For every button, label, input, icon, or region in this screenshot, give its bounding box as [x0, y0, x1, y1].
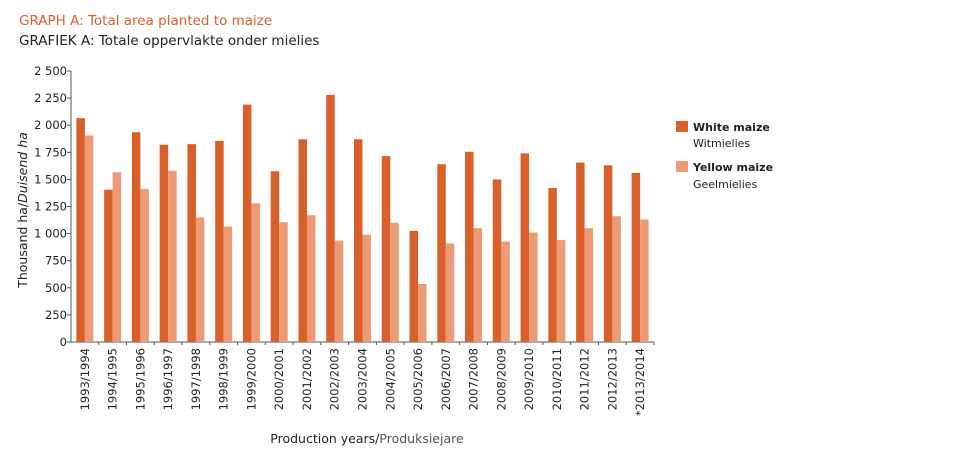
bar-white-maize	[465, 151, 474, 342]
y-axis-label: Thousand ha/Duisend ha	[15, 132, 30, 289]
x-tick-label: 1993/1994	[78, 348, 92, 410]
bar-white-maize	[270, 171, 280, 342]
x-tick-label: 2006/2007	[439, 348, 453, 410]
y-tick-label: 1 750	[34, 145, 67, 159]
bar-white-maize	[576, 162, 585, 342]
bar-yellow-maize	[473, 228, 483, 342]
y-tick-label: 1 500	[34, 172, 67, 186]
bars	[76, 94, 649, 343]
y-tick-label: 2 000	[34, 118, 67, 132]
bar-white-maize	[354, 139, 363, 342]
x-axis-ticks: 1993/1994 1994/1995 1995/1996 1996/1997 1997…	[78, 342, 655, 416]
x-tick-label: 2007/2008	[467, 348, 481, 410]
bar-white-maize	[631, 172, 641, 342]
x-tick-label: 1996/1997	[161, 348, 175, 410]
legend-label-yellow: Yellow maize	[692, 161, 773, 174]
y-axis-ticks: 0 250 500 750 1 000 1 250 1 500 1 750 2 000 2 250…	[34, 64, 71, 349]
bar-white-maize	[437, 164, 446, 342]
bar-white-maize	[326, 94, 335, 342]
x-tick-label: 1997/1998	[189, 348, 203, 410]
bar-yellow-maize	[168, 170, 177, 342]
y-tick-label: 750	[45, 254, 67, 268]
y-tick-label: 1 000	[34, 227, 67, 241]
bar-white-maize	[492, 179, 502, 342]
x-tick-label: 2009/2010	[522, 348, 536, 410]
bar-yellow-maize	[195, 217, 205, 342]
bar-white-maize	[603, 165, 613, 342]
bar-white-maize	[187, 144, 196, 342]
x-tick-label: 2010/2011	[550, 348, 564, 410]
bar-yellow-maize	[223, 226, 233, 342]
y-tick-label: 2 250	[34, 91, 67, 105]
bar-yellow-maize	[640, 219, 649, 342]
bar-yellow-maize	[390, 222, 399, 342]
bar-yellow-maize	[556, 240, 566, 342]
bar-yellow-maize	[362, 234, 371, 342]
bar-yellow-maize	[418, 284, 427, 342]
bar-white-maize	[104, 189, 113, 342]
bar-yellow-maize	[334, 240, 344, 342]
bar-white-maize	[159, 144, 169, 342]
y-tick-label: 0	[60, 335, 67, 349]
x-tick-label: 1998/1999	[217, 348, 231, 410]
y-tick-label: 2 500	[34, 64, 67, 78]
legend-sublabel-yellow: Geelmielies	[693, 178, 758, 191]
x-axis-label: Production years/Produksiejare	[270, 431, 464, 446]
bar-white-maize	[520, 153, 530, 342]
x-tick-label: 2000/2001	[272, 348, 286, 410]
x-tick-label: 1994/1995	[106, 348, 120, 410]
legend-sublabel-white: Witmielies	[693, 137, 750, 150]
bar-white-maize	[381, 156, 391, 342]
bar-yellow-maize	[529, 232, 538, 342]
x-tick-label: 2011/2012	[578, 348, 592, 410]
bar-yellow-maize	[112, 172, 122, 342]
bar-yellow-maize	[84, 135, 94, 342]
x-tick-label: 2004/2005	[383, 348, 397, 410]
legend-label-white: White maize	[693, 121, 770, 134]
y-tick-label: 1 250	[34, 200, 67, 214]
x-tick-label: 2005/2006	[411, 348, 425, 410]
legend: White maize Witmielies Yellow maize Geel…	[676, 121, 773, 191]
bar-white-maize	[76, 118, 85, 343]
bar-white-maize	[242, 104, 252, 342]
chart-title: GRAPH A: Total area planted to maize	[19, 13, 273, 29]
y-tick-label: 250	[45, 308, 67, 322]
x-tick-label: *2013/2014	[633, 348, 647, 416]
x-tick-label: 1995/1996	[133, 348, 147, 410]
x-tick-label: 1999/2000	[244, 348, 258, 410]
chart-subtitle: GRAFIEK A: Totale oppervlakte onder miel…	[19, 33, 320, 49]
bar-white-maize	[215, 140, 224, 342]
bar-yellow-maize	[445, 243, 455, 342]
bar-yellow-maize	[612, 216, 621, 342]
x-tick-label: 2012/2013	[605, 348, 619, 410]
bar-yellow-maize	[584, 228, 594, 342]
legend-swatch-white	[676, 121, 688, 132]
y-tick-label: 500	[45, 281, 67, 295]
bar-white-maize	[548, 188, 557, 342]
bar-white-maize	[131, 132, 141, 342]
bar-yellow-maize	[251, 203, 260, 342]
x-tick-label: 2001/2002	[300, 348, 314, 410]
bar-yellow-maize	[501, 241, 510, 342]
x-tick-label: 2008/2009	[494, 348, 508, 410]
bar-white-maize	[298, 139, 307, 342]
bar-yellow-maize	[140, 189, 149, 342]
bar-yellow-maize	[279, 222, 288, 342]
x-tick-label: 2003/2004	[356, 348, 370, 410]
bar-yellow-maize	[306, 215, 316, 342]
legend-swatch-yellow	[676, 161, 688, 172]
x-tick-label: 2002/2003	[328, 348, 342, 410]
bar-white-maize	[409, 230, 419, 342]
